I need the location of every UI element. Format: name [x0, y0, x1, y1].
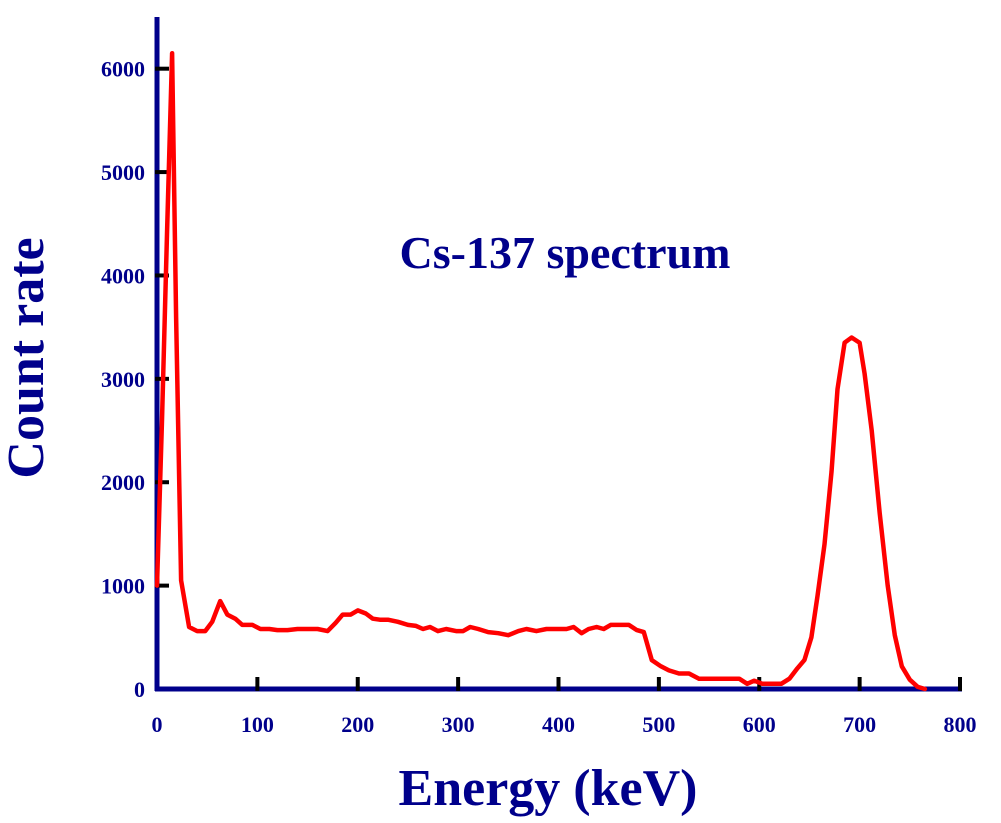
x-tick-label-500: 500: [642, 712, 675, 737]
tick-labels: 0 100 200 300 400 500 600 700 800 0 1000 2000 3000 40…: [101, 57, 977, 737]
x-tick-label-800: 800: [944, 712, 977, 737]
y-tick-label-2000: 2000: [101, 470, 145, 495]
y-tick-label-3000: 3000: [101, 367, 145, 392]
y-tick-label-1000: 1000: [101, 574, 145, 599]
x-axis-title: Energy (keV): [399, 760, 698, 817]
y-tick-label-4000: 4000: [101, 263, 145, 288]
x-tick-label-300: 300: [442, 712, 475, 737]
y-tick-label-5000: 5000: [101, 160, 145, 185]
spectrum-line: [154, 50, 928, 692]
y-tick-label-6000: 6000: [101, 57, 145, 82]
x-tick-label-600: 600: [743, 712, 776, 737]
x-tick-label-100: 100: [241, 712, 274, 737]
chart-title: Cs-137 spectrum: [400, 227, 731, 278]
y-tick-label-0: 0: [134, 677, 145, 702]
x-tick-label-200: 200: [341, 712, 374, 737]
x-tick-label-0: 0: [152, 712, 163, 737]
x-tick-label-400: 400: [542, 712, 575, 737]
x-tick-label-700: 700: [843, 712, 876, 737]
y-axis-title: Count rate: [0, 237, 55, 478]
